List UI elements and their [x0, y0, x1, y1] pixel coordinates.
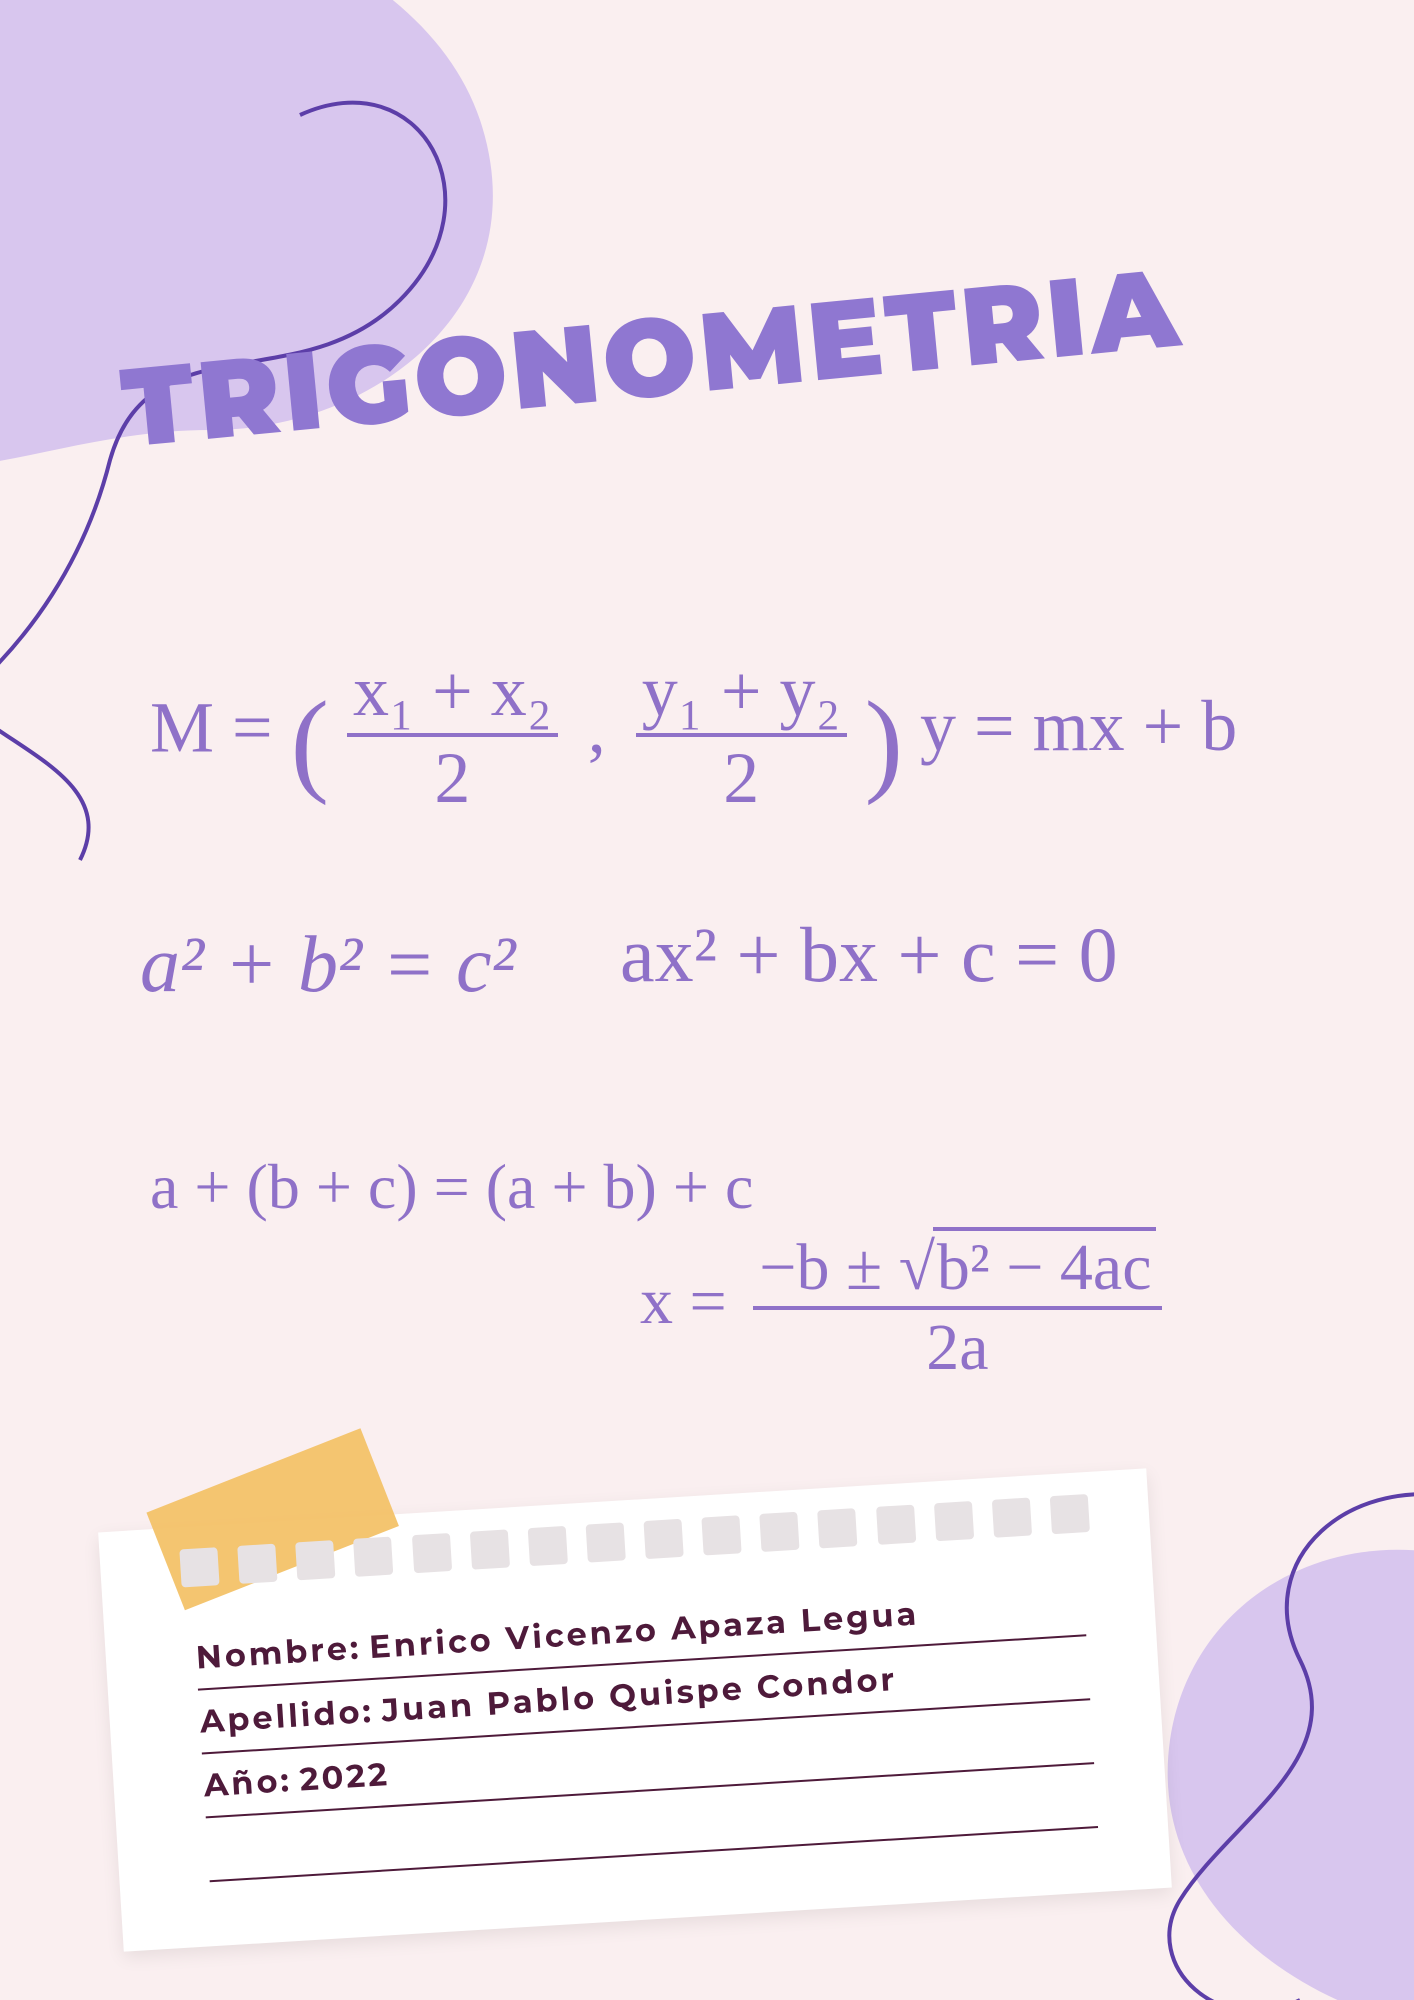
- midpoint-lhs: M =: [150, 688, 273, 768]
- note-hole: [237, 1544, 277, 1584]
- note-label: Nombre:: [195, 1628, 363, 1677]
- formula-quadratic-formula: x = −b ± √b² − 4ac 2a: [640, 1230, 1162, 1386]
- midpoint-frac1: x₁ + x₂ 2: [347, 650, 558, 820]
- midpoint-frac2-den: 2: [636, 737, 847, 820]
- note-hole: [469, 1529, 509, 1569]
- note-hole: [585, 1522, 625, 1562]
- qform-num: −b ± √b² − 4ac: [753, 1230, 1161, 1310]
- note-hole: [1050, 1494, 1090, 1534]
- note-hole: [934, 1501, 974, 1541]
- note-hole: [876, 1505, 916, 1545]
- note-label: Apellido:: [199, 1691, 375, 1741]
- midpoint-frac2: y₁ + y₂ 2: [636, 650, 847, 820]
- note-hole: [295, 1540, 335, 1580]
- qform-num-prefix: −b ±: [759, 1231, 898, 1304]
- note-hole: [411, 1533, 451, 1573]
- paren-open: (: [291, 677, 329, 805]
- qform-frac: −b ± √b² − 4ac 2a: [753, 1230, 1161, 1386]
- note-hole: [992, 1498, 1032, 1538]
- formula-line: y = mx + b: [920, 685, 1237, 768]
- midpoint-frac2-num: y₁ + y₂: [636, 650, 847, 737]
- midpoint-comma: ,: [576, 688, 618, 768]
- midpoint-frac1-den: 2: [347, 737, 558, 820]
- note-hole: [702, 1515, 742, 1555]
- note-hole: [527, 1526, 567, 1566]
- formula-quadratic-eq: ax² + bx + c = 0: [620, 910, 1118, 1000]
- page: TRIGONOMETRIA M = ( x₁ + x₂ 2 , y₁ + y₂ …: [0, 0, 1414, 2000]
- paren-close: ): [865, 677, 903, 805]
- formula-pythagoras: a² + b² = c²: [140, 920, 515, 1011]
- note-hole: [760, 1512, 800, 1552]
- midpoint-frac1-num: x₁ + x₂: [347, 650, 558, 737]
- qform-lhs: x =: [640, 1265, 727, 1338]
- formula-associative: a + (b + c) = (a + b) + c: [150, 1150, 753, 1224]
- note-hole: [179, 1547, 219, 1587]
- note-label: Año:: [203, 1761, 293, 1805]
- note-hole: [643, 1519, 683, 1559]
- note-hole: [353, 1537, 393, 1577]
- note-hole: [818, 1508, 858, 1548]
- note-lines: Nombre:Enrico Vicenzo Apaza LeguaApellid…: [194, 1572, 1098, 1882]
- note-value: 2022: [299, 1755, 391, 1799]
- qform-radicand: b² − 4ac: [933, 1227, 1156, 1304]
- note-paper: Nombre:Enrico Vicenzo Apaza LeguaApellid…: [98, 1468, 1172, 1951]
- qform-den: 2a: [753, 1310, 1161, 1386]
- formula-midpoint: M = ( x₁ + x₂ 2 , y₁ + y₂ 2 ): [150, 650, 903, 820]
- radical-icon: √: [899, 1231, 935, 1304]
